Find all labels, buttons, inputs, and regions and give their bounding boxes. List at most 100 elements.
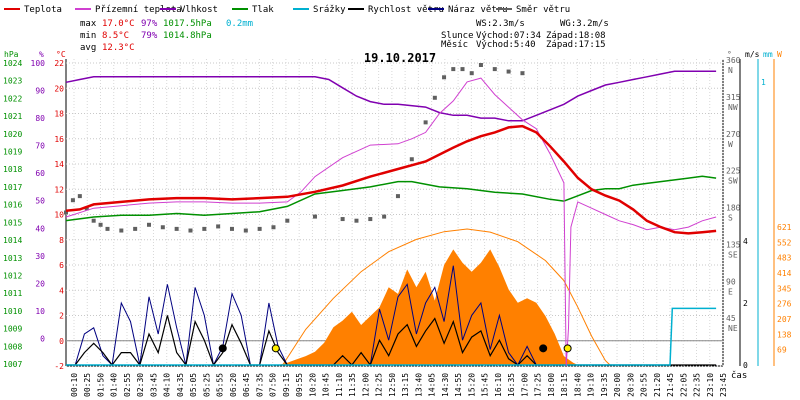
humidity-tick-label: 80 xyxy=(35,114,45,123)
legend-label-3: Tlak xyxy=(252,5,274,15)
x-tick-label: 23:45 xyxy=(719,373,728,397)
pressure-tick-label: 1015 xyxy=(3,218,22,227)
temperature-tick-label: 4 xyxy=(59,286,64,295)
x-tick-label: 14:05 xyxy=(428,373,437,397)
stats-min-temp: 8.5°C xyxy=(102,31,129,41)
wind-direction-point xyxy=(354,218,359,223)
pressure-tick-label: 1023 xyxy=(3,77,22,86)
legend-label-0: Teplota xyxy=(24,5,62,15)
direction-tick-value: 45 xyxy=(726,314,736,323)
x-tick-label: 11:35 xyxy=(348,373,357,397)
wind-direction-point xyxy=(133,226,138,231)
x-tick-label: 22:35 xyxy=(693,373,702,397)
wind-direction-point xyxy=(174,226,179,231)
series-humidity xyxy=(65,70,717,122)
temperature-tick-label: 22 xyxy=(54,59,64,68)
series-solar-area xyxy=(66,249,717,365)
x-tick-label: 16:10 xyxy=(494,373,503,397)
wind-direction-point xyxy=(368,217,373,222)
stats-avg-label: avg xyxy=(80,43,96,53)
wind-direction-point xyxy=(478,63,483,67)
rain-tick-label: 1 xyxy=(761,78,766,87)
temperature-tick-label: 12 xyxy=(54,185,64,194)
unit-w: W xyxy=(777,50,782,59)
wind-direction-point xyxy=(84,206,89,211)
x-tick-label: 06:20 xyxy=(229,373,238,397)
series-pressure xyxy=(65,175,717,222)
pressure-tick-label: 1008 xyxy=(3,342,22,351)
series-rain xyxy=(66,307,717,366)
x-tick-label: 21:45 xyxy=(666,373,675,397)
unit-degc: °C xyxy=(56,50,66,59)
unit-deg: ° xyxy=(727,50,732,59)
solar-tick-label: 552 xyxy=(777,238,792,247)
legend-label-6: Náraz větru xyxy=(448,5,508,15)
wind-direction-point xyxy=(395,194,400,199)
humidity-tick-label: 20 xyxy=(35,279,45,288)
x-tick-label: 20:55 xyxy=(640,373,649,397)
x-tick-label: 19:10 xyxy=(587,373,596,397)
wind-gust-stat: WG:3.2m/s xyxy=(560,19,609,29)
legend-label-4: Srážky xyxy=(313,5,346,15)
x-tick-label: 01:50 xyxy=(96,373,105,397)
solar-tick-label: 345 xyxy=(777,284,792,293)
direction-tick-label: N xyxy=(728,66,733,75)
direction-tick-value: 360 xyxy=(726,56,741,65)
x-tick-label: 05:05 xyxy=(189,373,198,397)
humidity-tick-label: 70 xyxy=(35,142,45,151)
stats-max-rain: 0.2mm xyxy=(226,19,253,29)
stats-max-label: max xyxy=(80,19,97,29)
solar-tick-label: 207 xyxy=(777,315,792,324)
x-tick-label: 12:25 xyxy=(375,373,384,397)
pressure-tick-label: 1022 xyxy=(3,94,22,103)
x-tick-label: 01:40 xyxy=(110,373,119,397)
stats-avg-temp: 12.3°C xyxy=(102,43,135,53)
x-tick-label: 15:45 xyxy=(481,373,490,397)
wind-direction-point xyxy=(160,225,165,230)
stats-max-press: 1017.5hPa xyxy=(163,19,212,29)
humidity-tick-label: 60 xyxy=(35,169,45,178)
direction-tick-label: NW xyxy=(728,103,738,112)
wind-direction-point xyxy=(202,226,207,231)
legend-label-5: Rychlost větru xyxy=(368,5,444,15)
wind-direction-point xyxy=(492,67,497,72)
temperature-tick-label: 2 xyxy=(59,312,64,321)
humidity-tick-label: 50 xyxy=(35,197,45,206)
x-tick-label: 04:10 xyxy=(163,373,172,397)
x-tick-label: 09:55 xyxy=(295,373,304,397)
wind-direction-point xyxy=(506,69,511,74)
series-ground-temperature xyxy=(65,77,717,367)
x-tick-label: 10:20 xyxy=(308,373,317,397)
wind-tick-label: 2 xyxy=(743,299,748,308)
x-tick-label: 20:30 xyxy=(626,373,635,397)
x-tick-label: 18:40 xyxy=(573,373,582,397)
wind-direction-point xyxy=(442,75,447,80)
moon-set: Západ:17:15 xyxy=(546,40,606,50)
wind-direction-point xyxy=(271,225,276,230)
moon-label: Měsíc xyxy=(441,40,468,50)
x-tick-label: 17:25 xyxy=(534,373,543,397)
temperature-tick-label: 20 xyxy=(54,84,64,93)
stats-max-hum: 97% xyxy=(141,19,158,29)
wind-direction-point xyxy=(409,157,414,162)
pressure-tick-label: 1007 xyxy=(3,360,22,369)
pressure-tick-label: 1019 xyxy=(3,148,22,157)
pressure-tick-label: 1014 xyxy=(3,236,22,245)
x-tick-label: 12:00 xyxy=(361,373,370,397)
humidity-tick-label: 100 xyxy=(31,59,46,68)
x-tick-label: 16:35 xyxy=(507,373,516,397)
direction-tick-label: NE xyxy=(728,324,738,333)
x-tick-label: 00:10 xyxy=(70,373,79,397)
wind-direction-point xyxy=(77,194,82,199)
wind-direction-point xyxy=(312,214,317,219)
wind-speed-stat: WS:2.3m/s xyxy=(476,19,525,29)
legend-label-2: Vlhkost xyxy=(180,5,218,15)
x-tick-label: 17:00 xyxy=(520,373,529,397)
moonset-marker xyxy=(539,344,548,353)
solar-tick-label: 483 xyxy=(777,254,792,263)
direction-tick-value: 180 xyxy=(726,204,741,213)
temperature-tick-label: 18 xyxy=(54,110,64,119)
x-tick-label: 22:05 xyxy=(679,373,688,397)
